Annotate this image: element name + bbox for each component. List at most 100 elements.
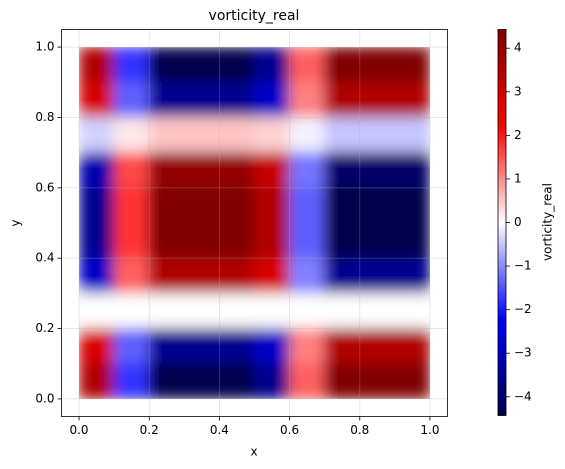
heatmap-cell: [79, 363, 115, 399]
heatmap-cell: [113, 152, 150, 189]
heatmap-cell: [183, 222, 220, 259]
heatmap-cell: [394, 152, 430, 189]
heatmap-cell: [359, 328, 396, 365]
heatmap-cell: [359, 363, 396, 399]
heatmap-cell: [183, 152, 220, 189]
heatmap-cell: [183, 81, 220, 118]
colorbar-tick-label: 0: [514, 215, 522, 229]
heatmap-cell: [183, 47, 220, 83]
heatmap-cell: [218, 328, 255, 365]
heatmap-cell: [289, 292, 326, 330]
heatmap-cell: [183, 257, 220, 294]
colorbar-label: vorticity_real: [541, 183, 555, 261]
heatmap-cell: [289, 152, 326, 189]
heatmap-cell: [254, 222, 291, 259]
colorbar-tick-label: −1: [514, 259, 532, 273]
heatmap-cell: [254, 363, 291, 399]
y-tick-label: 0.0: [35, 391, 54, 405]
heatmap-cell: [324, 363, 361, 399]
colorbar-tick-label: 2: [514, 128, 522, 142]
heatmap-cell: [183, 116, 220, 154]
heatmap-cells: [79, 47, 430, 399]
heatmap-cell: [289, 257, 326, 294]
heatmap-cell: [148, 328, 185, 365]
heatmap-cell: [183, 292, 220, 330]
heatmap-cell: [113, 47, 150, 83]
heatmap-cell: [394, 81, 430, 118]
heatmap-cell: [113, 257, 150, 294]
heatmap-cell: [254, 328, 291, 365]
colorbar-tick-label: 1: [514, 171, 522, 185]
heatmap-cell: [79, 81, 115, 118]
heatmap-cell: [79, 116, 115, 154]
heatmap-cell: [79, 292, 115, 330]
heatmap-cell: [148, 47, 185, 83]
chart-title: vorticity_real: [209, 8, 300, 24]
x-tick-label: 0.2: [140, 423, 159, 437]
heatmap-cell: [394, 363, 430, 399]
heatmap-cell: [359, 257, 396, 294]
plot-frame: [61, 29, 448, 417]
heatmap-cell: [113, 328, 150, 365]
heatmap-cell: [394, 292, 430, 330]
heatmap-cell: [79, 257, 115, 294]
heatmap-cell: [218, 292, 255, 330]
heatmap-cell: [148, 292, 185, 330]
heatmap-cell: [359, 47, 396, 83]
colorbar-tick-label: −4: [514, 389, 532, 403]
heatmap-cell: [218, 47, 255, 83]
heatmap-cell: [79, 328, 115, 365]
heatmap-cell: [218, 222, 255, 259]
heatmap-cell: [359, 292, 396, 330]
heatmap-cell: [148, 257, 185, 294]
heatmap-cell: [324, 116, 361, 154]
x-tick-label: 0.6: [280, 423, 299, 437]
colorbar: [497, 29, 507, 416]
heatmap-cell: [218, 116, 255, 154]
y-tick-label: 1.0: [35, 40, 54, 54]
heatmap-cell: [324, 292, 361, 330]
heatmap-cell: [218, 257, 255, 294]
heatmap-cell: [324, 257, 361, 294]
heatmap-cell: [394, 47, 430, 83]
heatmap-cell: [113, 81, 150, 118]
heatmap-cell: [79, 187, 115, 224]
heatmap-cell: [218, 187, 255, 224]
y-axis-label: y: [9, 219, 23, 226]
heatmap-cell: [113, 116, 150, 154]
heatmap-cell: [183, 363, 220, 399]
heatmap-cell: [148, 187, 185, 224]
y-tick-label: 0.4: [35, 251, 54, 265]
heatmap-cell: [359, 187, 396, 224]
x-tick-label: 1.0: [420, 423, 439, 437]
heatmap-cell: [254, 152, 291, 189]
heatmap-cell: [183, 328, 220, 365]
x-tick-label: 0.8: [350, 423, 369, 437]
heatmap-cell: [359, 116, 396, 154]
heatmap-cell: [113, 292, 150, 330]
heatmap-cell: [113, 187, 150, 224]
heatmap-cell: [394, 328, 430, 365]
heatmap-cell: [289, 363, 326, 399]
colorbar-tick-label: −2: [514, 302, 532, 316]
heatmap: [79, 47, 430, 399]
heatmap-cell: [254, 47, 291, 83]
heatmap-cell: [148, 363, 185, 399]
heatmap-cell: [218, 81, 255, 118]
heatmap-cell: [324, 47, 361, 83]
heatmap-cell: [254, 81, 291, 118]
heatmap-cell: [183, 187, 220, 224]
heatmap-cell: [289, 116, 326, 154]
heatmap-cell: [289, 222, 326, 259]
heatmap-cell: [394, 222, 430, 259]
heatmap-cell: [394, 257, 430, 294]
heatmap-cell: [148, 81, 185, 118]
heatmap-cell: [79, 152, 115, 189]
heatmap-cell: [113, 222, 150, 259]
heatmap-cell: [113, 363, 150, 399]
x-tick-label: 0.4: [210, 423, 229, 437]
heatmap-cell: [324, 187, 361, 224]
heatmap-cell: [289, 328, 326, 365]
heatmap-cell: [394, 187, 430, 224]
